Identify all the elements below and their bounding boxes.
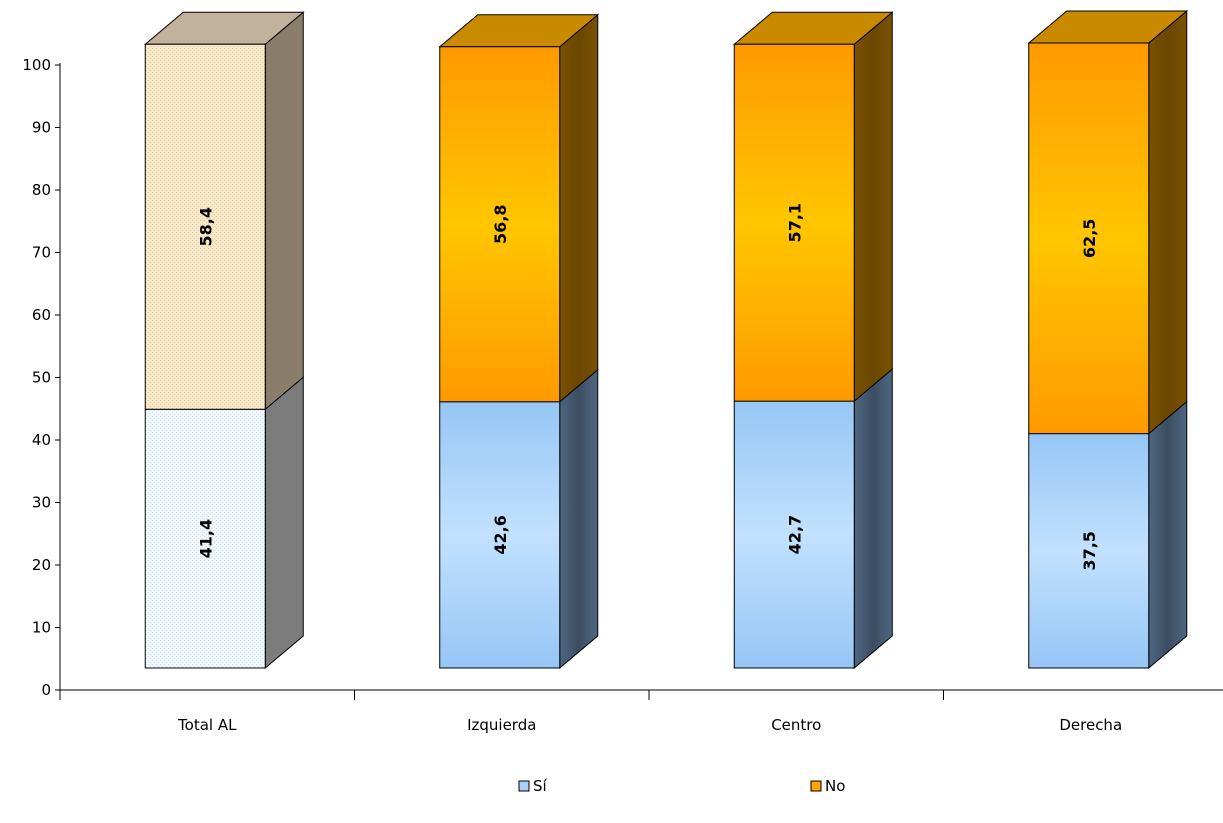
legend-label-no: No (825, 777, 845, 795)
y-tick-label: 50 (32, 369, 51, 387)
data-label-no: 56,8 (491, 205, 510, 244)
data-label-si: 42,6 (491, 515, 510, 554)
data-label-si: 42,7 (785, 515, 804, 554)
bar-side-no (854, 12, 892, 401)
legend-label-si: Sí (533, 777, 548, 795)
legend-swatch-si (519, 781, 529, 791)
y-tick-label: 20 (32, 556, 51, 574)
x-category-label: Derecha (1059, 716, 1122, 734)
y-tick-label: 40 (32, 431, 51, 449)
data-label-no: 58,4 (196, 207, 215, 246)
bar-side-no (1149, 11, 1187, 434)
bar-side-no (265, 12, 303, 409)
bar-side-si (1149, 402, 1187, 668)
bar-side-no (560, 15, 598, 402)
y-tick-label: 30 (32, 494, 51, 512)
x-category-label: Total AL (177, 716, 237, 734)
bar-side-si (265, 377, 303, 668)
x-category-label: Centro (771, 716, 821, 734)
y-tick-label: 60 (32, 306, 51, 324)
data-label-no: 57,1 (785, 203, 804, 242)
y-tick-label: 0 (41, 681, 51, 699)
y-tick-label: 80 (32, 181, 51, 199)
data-label-si: 37,5 (1080, 531, 1099, 570)
x-category-label: Izquierda (467, 716, 536, 734)
y-tick-label: 100 (22, 56, 51, 74)
y-tick-label: 90 (32, 119, 51, 137)
data-label-no: 62,5 (1080, 219, 1099, 258)
data-label-si: 41,4 (196, 519, 215, 558)
y-tick-label: 10 (32, 619, 51, 637)
legend-swatch-no (811, 781, 821, 791)
y-tick-label: 70 (32, 244, 51, 262)
bar-side-si (854, 369, 892, 668)
bar-side-si (560, 370, 598, 668)
